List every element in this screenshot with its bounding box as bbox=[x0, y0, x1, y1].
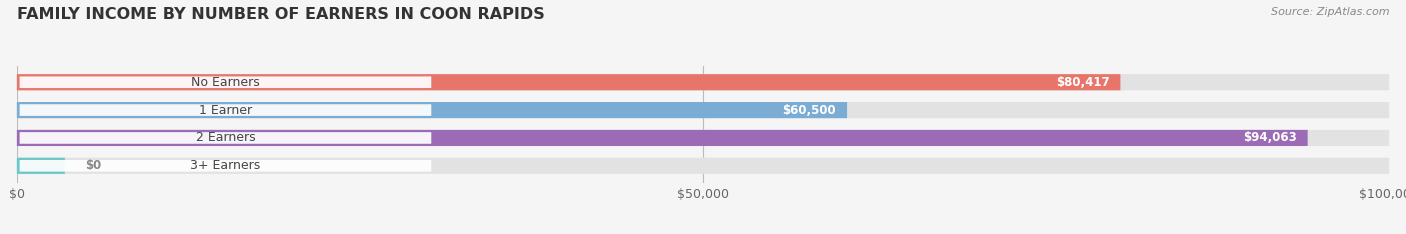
Text: 3+ Earners: 3+ Earners bbox=[190, 159, 260, 172]
Text: $94,063: $94,063 bbox=[1243, 132, 1296, 144]
FancyBboxPatch shape bbox=[17, 74, 1121, 90]
FancyBboxPatch shape bbox=[17, 130, 1389, 146]
FancyBboxPatch shape bbox=[17, 158, 65, 174]
Text: $80,417: $80,417 bbox=[1056, 76, 1109, 89]
FancyBboxPatch shape bbox=[20, 132, 432, 144]
FancyBboxPatch shape bbox=[20, 104, 432, 116]
Text: $60,500: $60,500 bbox=[783, 104, 837, 117]
Text: $0: $0 bbox=[86, 159, 101, 172]
FancyBboxPatch shape bbox=[17, 158, 1389, 174]
Text: 2 Earners: 2 Earners bbox=[195, 132, 256, 144]
FancyBboxPatch shape bbox=[17, 102, 1389, 118]
FancyBboxPatch shape bbox=[17, 130, 1308, 146]
FancyBboxPatch shape bbox=[20, 160, 432, 172]
Text: 1 Earner: 1 Earner bbox=[198, 104, 252, 117]
FancyBboxPatch shape bbox=[17, 102, 846, 118]
FancyBboxPatch shape bbox=[17, 74, 1389, 90]
Text: No Earners: No Earners bbox=[191, 76, 260, 89]
Text: FAMILY INCOME BY NUMBER OF EARNERS IN COON RAPIDS: FAMILY INCOME BY NUMBER OF EARNERS IN CO… bbox=[17, 7, 544, 22]
Text: Source: ZipAtlas.com: Source: ZipAtlas.com bbox=[1271, 7, 1389, 17]
FancyBboxPatch shape bbox=[20, 77, 432, 88]
